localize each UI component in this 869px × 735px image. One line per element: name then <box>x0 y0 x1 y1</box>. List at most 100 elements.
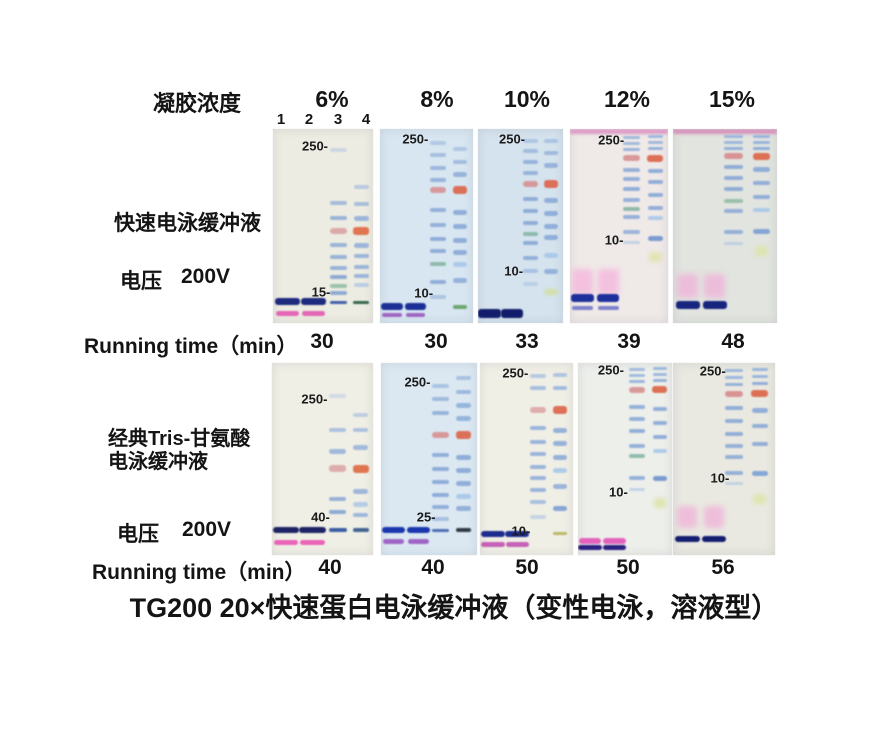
gel-band <box>647 146 663 150</box>
gel-band <box>429 187 446 194</box>
gel-band <box>603 537 626 544</box>
gel-band <box>429 280 446 285</box>
gel-photo-top-12pct: 250- 10- <box>570 129 668 323</box>
gel-band <box>329 275 347 280</box>
gel-band <box>751 368 768 372</box>
buffer-label-fast: 快速电泳缓冲液 <box>114 212 261 235</box>
gel-band <box>429 153 446 158</box>
concentration-value: 10% <box>503 86 551 112</box>
gel-concentration-label: 凝胶浓度 <box>153 91 242 116</box>
gel-band <box>353 489 369 495</box>
gel-top-dye-front <box>673 129 777 134</box>
gel-band <box>629 429 646 434</box>
gel-band <box>753 135 770 139</box>
gel-band <box>382 539 405 545</box>
runtime-label-top: Running time（min） <box>84 335 298 358</box>
gel-band <box>353 215 369 221</box>
concentration-value: 15% <box>708 86 756 112</box>
gel-band <box>432 505 449 509</box>
gel-band <box>751 441 768 446</box>
gel-band <box>751 424 768 429</box>
mw-marker-label: 250- <box>699 363 726 379</box>
gel-band <box>572 306 594 311</box>
gel-band <box>329 509 347 514</box>
gel-band <box>429 223 446 228</box>
gel-band <box>647 216 663 221</box>
gel-band <box>652 420 667 425</box>
gel-band <box>329 301 347 305</box>
gel-band <box>543 180 559 189</box>
mw-marker-label: 40- <box>311 509 330 525</box>
gel-band <box>623 206 641 211</box>
gel-band <box>652 386 668 394</box>
gel-band <box>629 373 646 377</box>
gel-band <box>723 187 743 192</box>
gel-band <box>529 500 546 505</box>
gel-band <box>723 141 743 145</box>
gel-band <box>455 431 472 439</box>
gel-band <box>623 240 641 244</box>
gel-band <box>456 389 471 394</box>
gel-band <box>432 410 449 415</box>
gel-band <box>353 501 369 507</box>
gel-band <box>529 487 546 492</box>
concentration-value: 8% <box>420 86 454 112</box>
gel-band <box>751 470 768 476</box>
buffer-label-classic-line2: 电泳缓冲液 <box>108 451 208 473</box>
gel-band <box>652 449 667 454</box>
voltage-label-bottom: 电压 <box>117 523 159 546</box>
gel-band <box>677 505 698 528</box>
gel-band <box>752 152 771 160</box>
gel-band <box>274 298 300 306</box>
gel-band <box>623 167 641 172</box>
gel-band <box>725 390 744 397</box>
gel-band <box>553 454 567 460</box>
gel-band <box>544 252 558 258</box>
gel-band <box>544 288 558 295</box>
gel-band <box>623 147 641 151</box>
gel-band <box>725 481 744 485</box>
gel-band <box>456 416 471 422</box>
gel-band <box>725 443 744 448</box>
runtime-value-row1: 50 <box>616 556 640 579</box>
gel-band <box>529 426 546 431</box>
gel-band <box>353 264 369 269</box>
gel-band <box>552 406 568 415</box>
gel-band <box>529 464 546 469</box>
gel-band <box>353 201 369 206</box>
gel-band <box>353 242 369 248</box>
gel-band <box>453 159 467 164</box>
gel-band <box>723 229 743 234</box>
mw-marker-label: 250- <box>502 365 529 381</box>
gel-band <box>725 382 744 386</box>
gel-band <box>407 539 429 545</box>
gel-band <box>523 196 539 201</box>
gel-band <box>523 149 539 154</box>
gel-band <box>623 142 641 146</box>
gel-band <box>353 428 369 433</box>
gel-band <box>529 476 546 481</box>
gel-band <box>523 256 539 260</box>
mw-marker-label: 250- <box>498 131 526 147</box>
gel-band <box>675 535 700 542</box>
gel-band <box>677 274 698 299</box>
gel-band <box>453 238 467 244</box>
gel-band <box>723 153 743 160</box>
gel-band <box>544 138 558 143</box>
runtime-value-row1: 50 <box>515 556 539 579</box>
gel-band <box>523 282 539 287</box>
gel-band <box>704 274 725 299</box>
gel-band <box>456 402 471 408</box>
gel-band <box>432 432 449 438</box>
gel-band <box>723 135 743 139</box>
mw-marker-label: 10- <box>604 232 624 248</box>
gel-band <box>753 146 770 150</box>
gel-band <box>329 148 347 153</box>
gel-band <box>544 235 558 241</box>
gel-band <box>478 308 502 318</box>
lane-number: 4 <box>361 111 371 128</box>
gel-band <box>481 541 505 547</box>
gel-band <box>553 373 567 378</box>
gel-band <box>725 418 744 423</box>
gel-band <box>652 407 667 412</box>
